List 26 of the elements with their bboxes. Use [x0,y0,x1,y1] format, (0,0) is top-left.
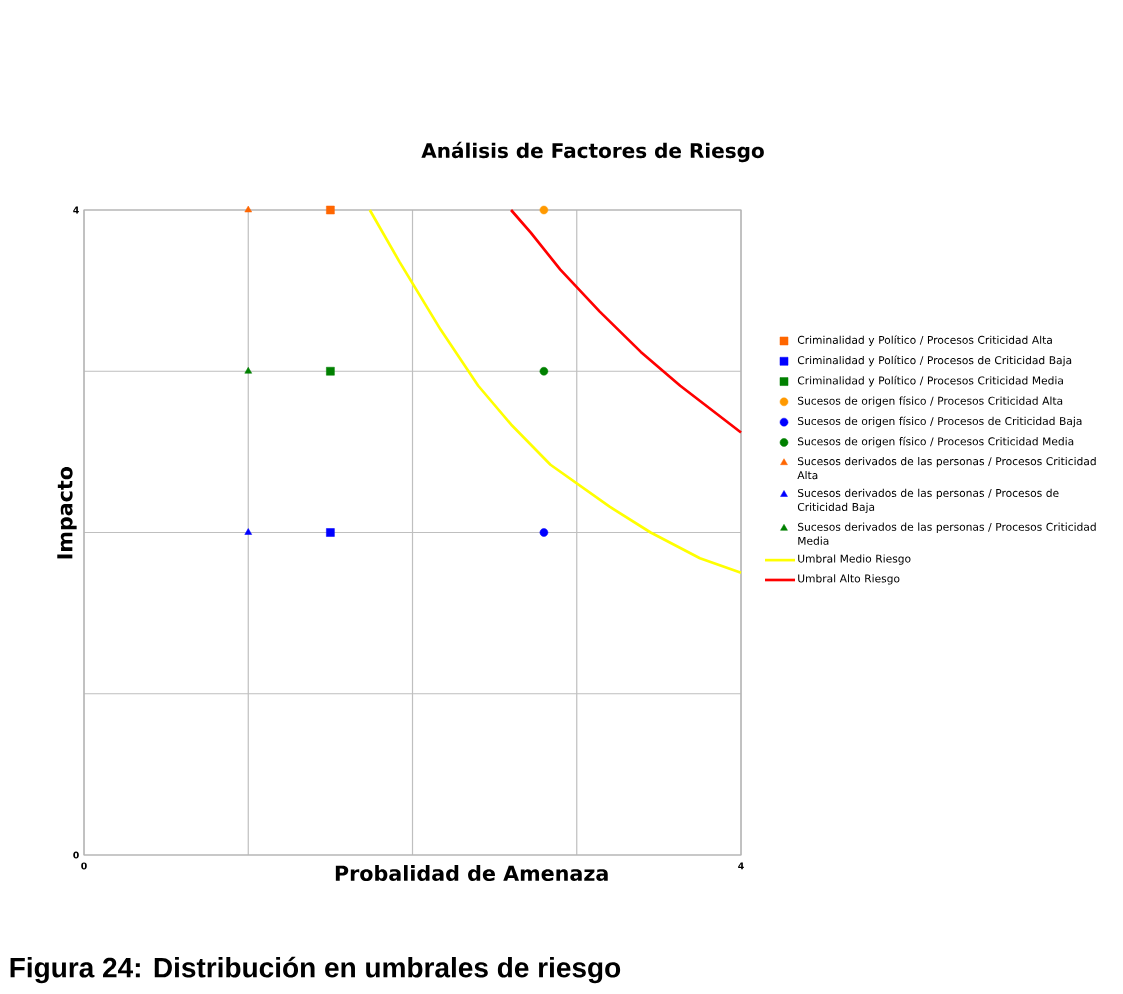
point [244,205,252,213]
line-series [368,208,743,575]
legend-label: Umbral Medio Riesgo [798,554,911,565]
y-axis-title: Impacto [57,466,77,559]
point [244,366,252,374]
legend-label: Umbral Alto Riesgo [798,574,900,585]
x-axis-title: Probalidad de Amenaza [335,865,608,882]
point [539,528,549,537]
legend-label: Sucesos de origen físico / Procesos Criticidad Media [797,436,1074,448]
point [326,205,335,215]
legend-label: Sucesos derivados de las personas / Procesos Criticidad Alta [797,456,1096,480]
point [244,528,252,535]
line-series [509,208,743,434]
legend-label: Criminalidad y Político / Procesos Criticidad Alta [797,335,1052,347]
point [326,528,335,537]
legend-label: Criminalidad y Político / Procesos de Criticidad Baja [797,355,1072,367]
legend-label: Sucesos derivados de las personas / Procesos de Criticidad Baja [797,488,1059,514]
legend-label: Criminalidad y Político / Procesos Criticidad Media [797,375,1063,387]
legend-label: Sucesos derivados de las personas / Procesos Criticidad Media [797,522,1096,545]
point [326,366,335,376]
legend-label: Sucesos de origen físico / Procesos Criticidad Alta [797,396,1063,407]
point [539,366,549,376]
chart-title: Análisis de Factores de Riesgo [421,141,764,163]
legend-label: Sucesos de origen físico / Procesos de Criticidad Baja [797,416,1082,428]
point [539,205,549,215]
text: Figura 24: Distribución en umbrales de riesgo [10,956,621,984]
